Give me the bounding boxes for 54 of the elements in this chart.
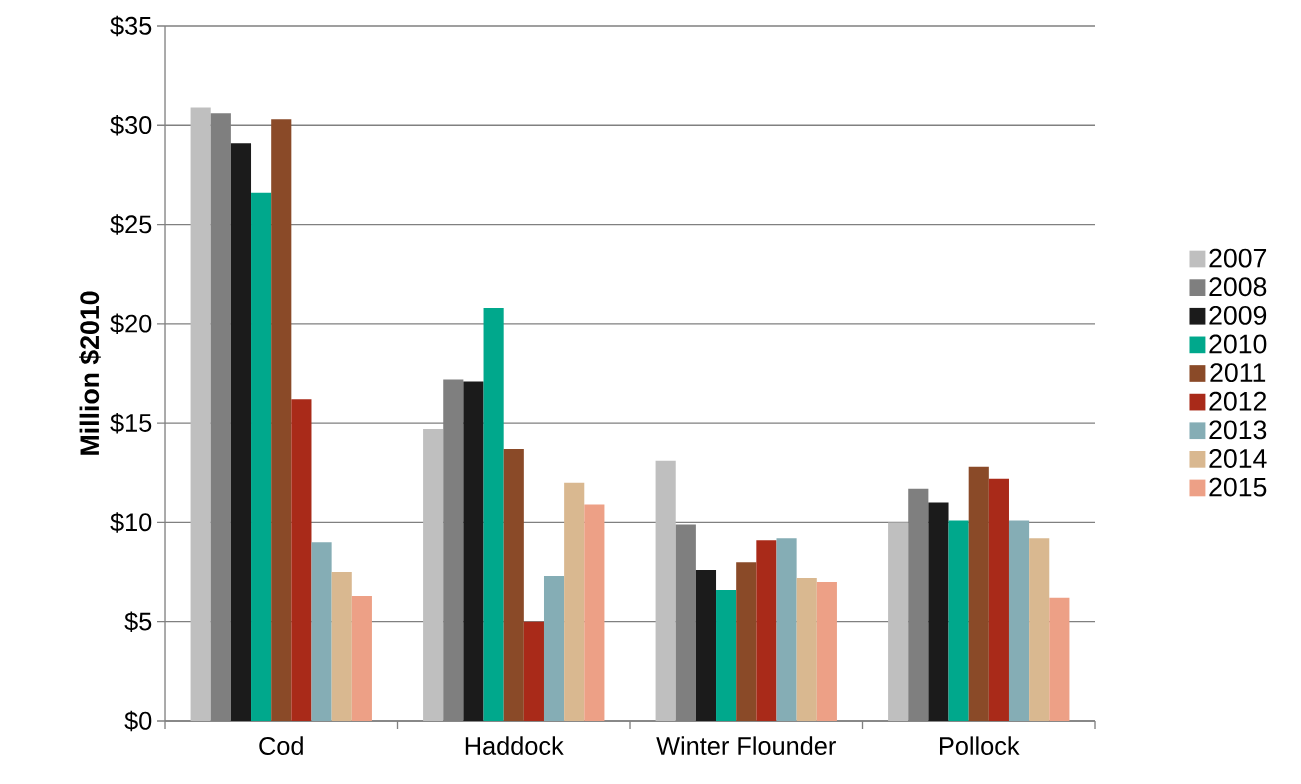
bar — [423, 429, 444, 721]
bar — [564, 482, 585, 721]
bar — [331, 572, 352, 721]
legend-label: 2007 — [1209, 248, 1267, 268]
x-tick-label: Winter Flounder — [656, 736, 836, 755]
y-axis-title: Million $2010 — [79, 291, 101, 455]
bar — [716, 589, 737, 721]
legend-label: 2015 — [1209, 477, 1267, 497]
bar — [271, 119, 292, 721]
bar — [1029, 538, 1050, 721]
x-tick-label: Pollock — [940, 736, 1020, 755]
bar — [796, 578, 817, 721]
bar — [928, 502, 949, 721]
legend-label: 2011 — [1210, 363, 1266, 383]
bar — [311, 542, 332, 721]
bar — [1049, 597, 1070, 721]
bar — [655, 460, 676, 721]
bar — [483, 307, 504, 721]
bar — [584, 504, 605, 721]
y-tick-label: $20 — [110, 313, 152, 335]
bar — [543, 576, 565, 721]
legend-label: 2010 — [1209, 334, 1267, 354]
bar — [251, 192, 272, 721]
legend-label: 2009 — [1209, 305, 1267, 325]
bar — [988, 478, 1009, 721]
y-tick-label: $15 — [110, 412, 152, 434]
bar — [736, 562, 757, 721]
legend-label: 2012 — [1209, 391, 1267, 411]
bar — [948, 520, 969, 721]
bar — [1008, 520, 1030, 721]
y-tick-label: $35 — [110, 15, 152, 37]
legend-label: 2008 — [1209, 277, 1267, 297]
y-tick-label: $30 — [110, 115, 152, 136]
y-tick-label: $10 — [110, 512, 152, 533]
bar — [695, 570, 717, 721]
bar — [463, 381, 484, 721]
bar — [756, 540, 777, 721]
bar — [190, 107, 211, 721]
bar — [776, 538, 797, 721]
bar — [968, 466, 989, 721]
bar — [503, 448, 524, 721]
y-tick-label: $5 — [124, 611, 152, 632]
bar — [816, 581, 837, 721]
y-tick-label: $25 — [110, 214, 152, 235]
bar — [888, 522, 909, 721]
bar — [291, 399, 312, 721]
x-tick-label: Cod — [259, 736, 303, 755]
x-tick-label: Haddock — [465, 736, 564, 755]
y-tick-label: $0 — [124, 710, 152, 732]
bar — [523, 621, 544, 721]
legend-label: 2013 — [1209, 420, 1267, 440]
legend-label: 2014 — [1209, 449, 1267, 468]
bar — [230, 143, 252, 721]
bar — [351, 595, 372, 721]
